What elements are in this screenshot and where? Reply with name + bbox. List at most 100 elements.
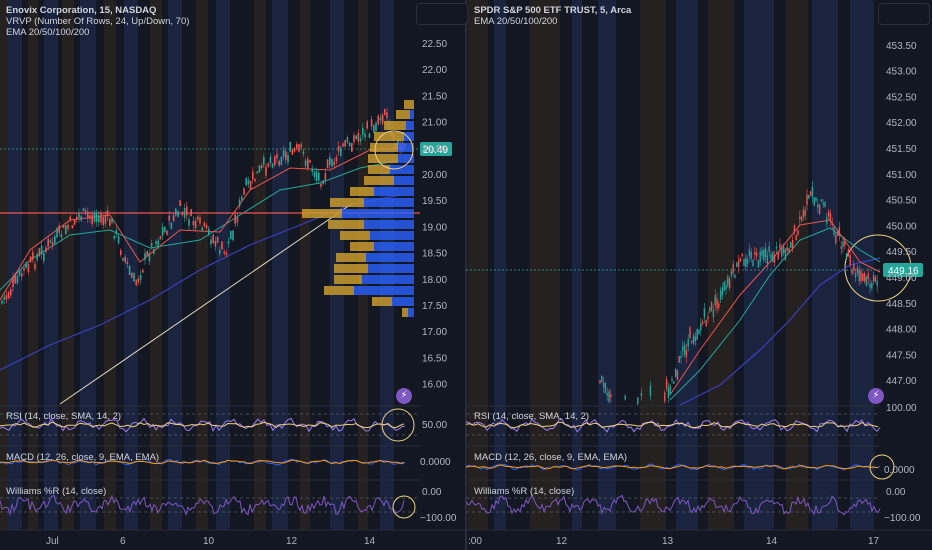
candle-body (853, 264, 855, 271)
candle-body (752, 259, 754, 267)
right-price-axis[interactable]: 454.00453.50453.00452.50452.00451.50451.… (886, 15, 917, 387)
candle-body (667, 387, 670, 398)
candle-body (827, 211, 830, 217)
left-indicator-ema[interactable]: EMA 20/50/100/200 (6, 27, 90, 38)
candle-body (157, 240, 159, 247)
candle-body (126, 261, 129, 265)
volume-profile-bar-buy (398, 143, 414, 152)
candle-body (256, 171, 258, 174)
candle-body (45, 247, 47, 253)
lightning-icon[interactable]: ⚡ (396, 388, 412, 404)
candle-body (214, 240, 217, 247)
right-willr-label[interactable]: Williams %R (14, close) (474, 486, 574, 497)
candle-body (754, 252, 756, 255)
candle-body (135, 280, 137, 286)
candle-body (876, 280, 878, 286)
right-rsi-label[interactable]: RSI (14, close, SMA, 14, 2) (474, 411, 589, 422)
candle-body (192, 220, 195, 226)
candle-body (311, 168, 313, 172)
candle-body (203, 222, 206, 227)
candle-body (730, 271, 733, 276)
candle-body (164, 226, 166, 233)
candle-body (779, 243, 781, 249)
left-rsi-label[interactable]: RSI (14, close, SMA, 14, 2) (6, 411, 121, 422)
left-rsi-line (0, 417, 406, 433)
candle-body (683, 344, 686, 355)
candle-body (844, 240, 846, 246)
volume-profile-bar-sell (334, 264, 368, 273)
candle-body (49, 240, 52, 243)
candle-body (245, 178, 247, 186)
left-price-axis[interactable]: 22.50 22.00 21.50 21.00 20.50 20.00 19.50 19.00… (422, 39, 447, 391)
volume-profile-bar-buy (408, 308, 414, 317)
candle-body (304, 160, 307, 166)
candle-body (309, 160, 311, 163)
lightning-icon[interactable]: ⚡ (868, 388, 884, 404)
candle-body (324, 172, 327, 181)
candle-body (93, 212, 96, 222)
candle-body (366, 121, 368, 129)
left-price-tick: 21.00 (422, 118, 447, 129)
candle-body (38, 248, 41, 257)
candle-body (133, 272, 135, 282)
candle-body (201, 227, 203, 231)
left-time-label-0: Jul (46, 536, 59, 547)
right-price-tick: 453.00 (886, 67, 917, 78)
candle-body (190, 209, 192, 217)
candle-body (379, 117, 382, 121)
left-chart-title[interactable]: Enovix Corporation, 15, NASDAQ (6, 5, 157, 16)
candle-body (842, 241, 844, 248)
right-macd-label[interactable]: MACD (12, 26, close, 9, EMA, EMA) (474, 452, 627, 463)
candle-body (665, 378, 668, 389)
volume-profile-bar-sell (336, 253, 366, 262)
candle-body (664, 392, 666, 402)
candle-body (703, 308, 706, 318)
right-top-right-button[interactable] (878, 3, 930, 25)
session-stripe (0, 0, 8, 530)
candle-body (302, 151, 305, 155)
candle-body (346, 137, 349, 143)
candle-body (10, 289, 12, 296)
candle-body (757, 260, 760, 268)
candle-body (142, 269, 144, 273)
candle-body (117, 236, 120, 244)
candle-body (241, 196, 243, 200)
volume-profile-bar-buy (342, 209, 414, 218)
candle-body (811, 186, 814, 198)
candle-body (98, 215, 100, 223)
right-macd-axis-label: 0.0000 (884, 465, 915, 476)
candle-body (799, 216, 801, 219)
right-chart-title[interactable]: SPDR S&P 500 ETF TRUST, 5, Arca (474, 5, 632, 16)
left-macd-label[interactable]: MACD (12, 26, close, 9, EMA, EMA) (6, 452, 159, 463)
right-time-label-2: 13 (662, 536, 674, 547)
candle-body (824, 202, 826, 207)
left-indicator-vrvp[interactable]: VRVP (Number Of Rows, 24, Up/Down, 70) (6, 16, 190, 27)
session-stripe (708, 0, 734, 530)
session-stripe (28, 0, 38, 530)
right-price-tick: 452.50 (886, 92, 917, 103)
candle-body (80, 216, 82, 221)
candle-body (680, 356, 682, 359)
candle-body (221, 241, 223, 250)
candle-body (205, 225, 208, 229)
candle-body (300, 144, 302, 148)
left-willr-label[interactable]: Williams %R (14, close) (6, 486, 106, 497)
candle-body (606, 392, 608, 396)
left-macd-signal-line (0, 459, 405, 465)
volume-profile-bar-buy (410, 110, 414, 119)
right-indicator-ema[interactable]: EMA 20/50/100/200 (474, 16, 558, 27)
right-macd-signal-line (465, 464, 879, 470)
right-time-label-1: 12 (556, 536, 568, 547)
candle-body (806, 194, 808, 205)
left-price-tag (420, 142, 452, 156)
left-price-tick: 20.00 (422, 170, 447, 181)
candle-body (709, 307, 711, 312)
candle-body (719, 290, 722, 300)
candle-body (73, 219, 76, 225)
candle-body (604, 382, 607, 393)
candle-body (370, 119, 373, 127)
candle-body (329, 156, 331, 166)
left-top-right-button[interactable] (416, 3, 468, 25)
